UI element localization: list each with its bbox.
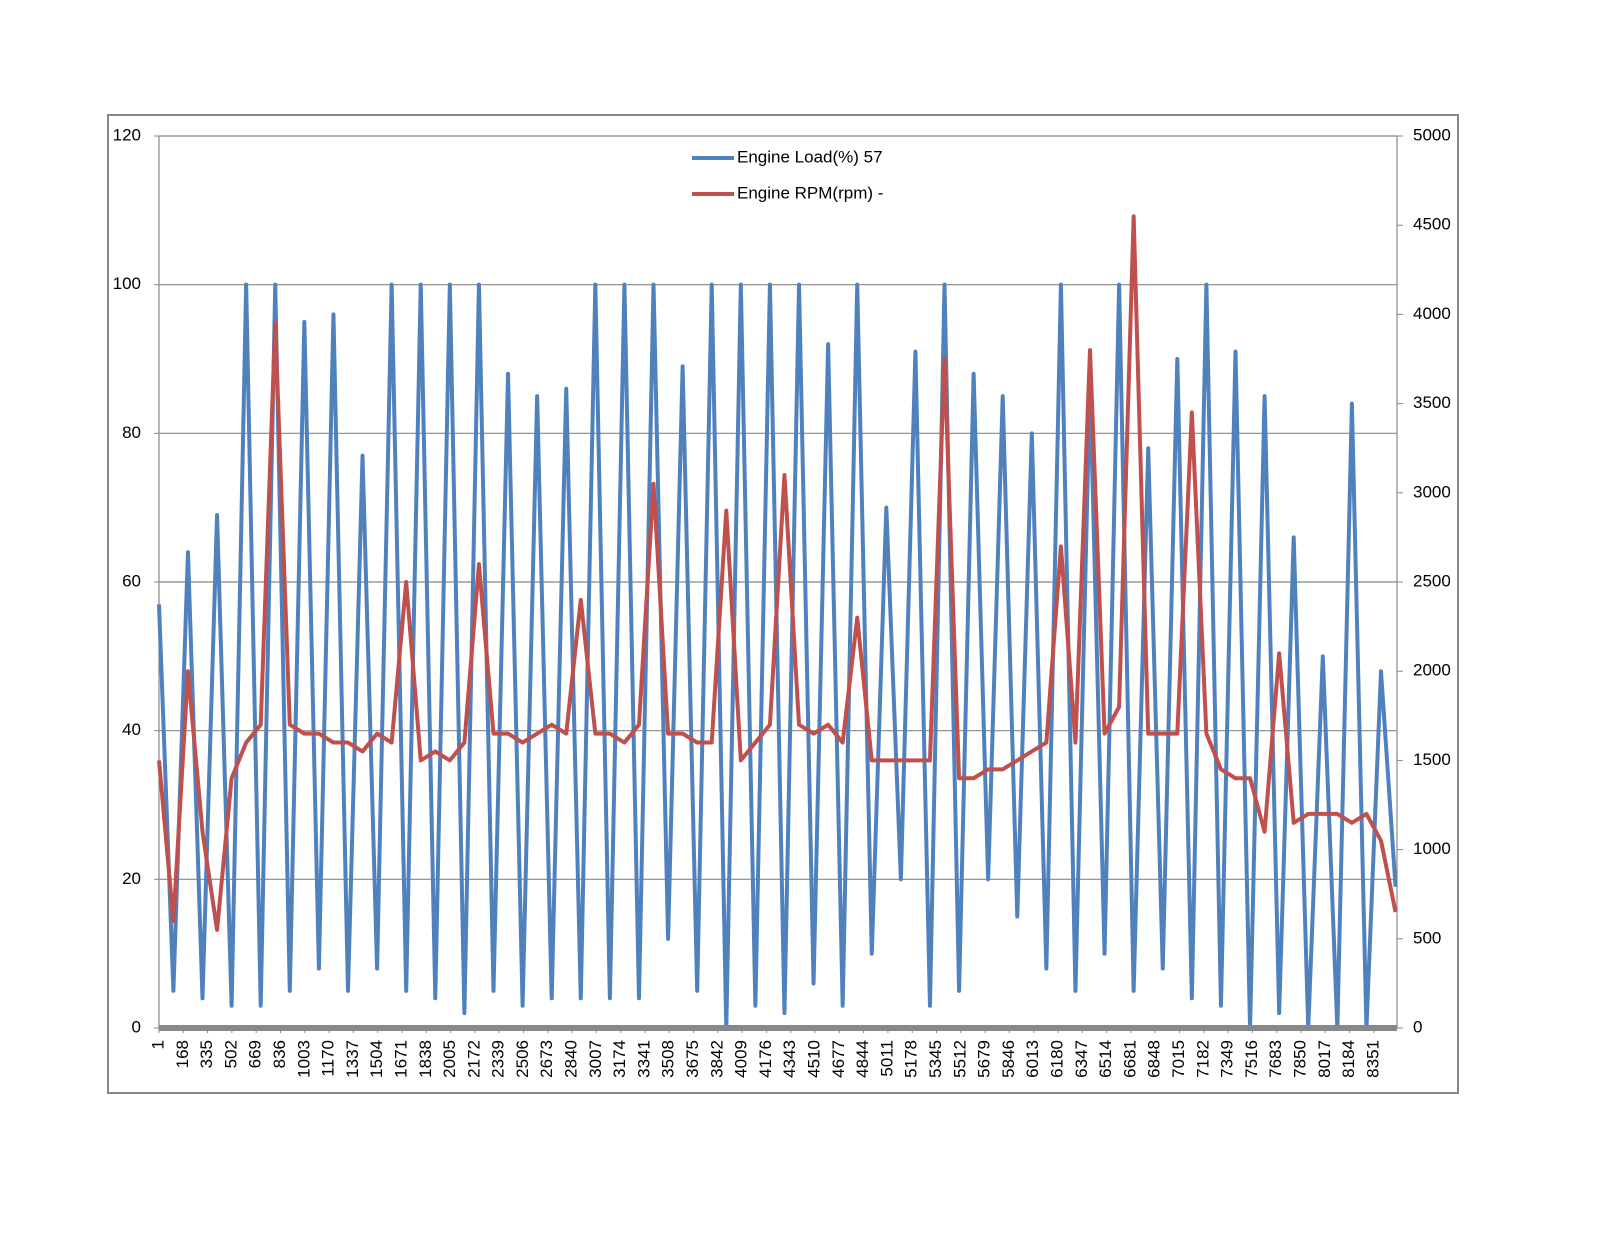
x-tick-label: 6013 (1023, 1040, 1042, 1078)
y2-tick-label: 1000 (1413, 839, 1451, 858)
x-tick-label: 5345 (926, 1040, 945, 1078)
x-tick-label: 669 (246, 1040, 265, 1068)
x-tick-label: 1504 (367, 1040, 386, 1078)
y-tick-label: 40 (122, 720, 141, 739)
x-tick-label: 2172 (464, 1040, 483, 1078)
x-tick-label: 6514 (1096, 1040, 1115, 1078)
x-tick-label: 2506 (513, 1040, 532, 1078)
x-tick-label: 6180 (1047, 1040, 1066, 1078)
x-tick-label: 6347 (1072, 1040, 1091, 1078)
x-tick-label: 8017 (1315, 1040, 1334, 1078)
x-tick-label: 6681 (1120, 1040, 1139, 1078)
x-tick-label: 2005 (440, 1040, 459, 1078)
x-tick-label: 5846 (999, 1040, 1018, 1078)
x-tick-label: 1170 (319, 1040, 338, 1077)
x-tick-label: 7683 (1266, 1040, 1285, 1078)
y2-tick-label: 5000 (1413, 125, 1451, 144)
x-tick-label: 7015 (1169, 1040, 1188, 1078)
x-tick-label: 5011 (877, 1040, 896, 1077)
x-tick-label: 836 (270, 1040, 289, 1068)
x-tick-label: 335 (197, 1040, 216, 1068)
x-tick-label: 8351 (1363, 1040, 1382, 1078)
x-tick-label: 4176 (756, 1040, 775, 1078)
x-tick-label: 2840 (562, 1040, 581, 1078)
x-tick-label: 3508 (659, 1040, 678, 1078)
y2-tick-label: 0 (1413, 1017, 1422, 1036)
x-tick-label: 4677 (829, 1040, 848, 1078)
x-tick-label: 502 (221, 1040, 240, 1068)
y2-tick-label: 4500 (1413, 215, 1451, 234)
line-series (157, 214, 1398, 932)
x-tick-label: 1838 (416, 1040, 435, 1078)
y-tick-label: 0 (132, 1017, 141, 1036)
x-tick-label: 7182 (1193, 1040, 1212, 1078)
y-tick-label: 100 (113, 274, 141, 293)
y2-tick-label: 1500 (1413, 750, 1451, 769)
x-tick-label: 1671 (391, 1040, 410, 1078)
x-tick-label: 168 (173, 1040, 192, 1068)
legend-label: Engine Load(%) 57 (737, 147, 883, 166)
y2-tick-label: 4000 (1413, 304, 1451, 323)
legend-label: Engine RPM(rpm) - (737, 183, 883, 202)
x-tick-label: 3675 (683, 1040, 702, 1078)
x-tick-label: 4343 (780, 1040, 799, 1078)
x-tick-label: 1 (148, 1040, 167, 1049)
x-tick-label: 4844 (853, 1040, 872, 1078)
x-tick-label: 3842 (707, 1040, 726, 1078)
y2-tick-label: 3000 (1413, 482, 1451, 501)
x-tick-label: 2673 (537, 1040, 556, 1078)
x-tick-label: 5512 (950, 1040, 969, 1078)
x-tick-label: 2339 (489, 1040, 508, 1078)
x-tick-label: 5178 (902, 1040, 921, 1078)
y-tick-label: 60 (122, 571, 141, 590)
x-tick-label: 7516 (1242, 1040, 1261, 1078)
x-tick-label: 8184 (1339, 1040, 1358, 1078)
x-tick-label: 7850 (1290, 1040, 1309, 1078)
y2-tick-label: 2000 (1413, 661, 1451, 680)
x-tick-label: 4009 (732, 1040, 751, 1078)
x-tick-label: 3174 (610, 1040, 629, 1078)
y-tick-label: 120 (113, 125, 141, 144)
x-tick-label: 4510 (805, 1040, 824, 1078)
x-tick-label: 1003 (294, 1040, 313, 1078)
y2-tick-label: 2500 (1413, 571, 1451, 590)
line-series (157, 282, 1398, 1030)
x-tick-label: 3007 (586, 1040, 605, 1078)
y-tick-label: 20 (122, 869, 141, 888)
x-tick-label: 6848 (1145, 1040, 1164, 1078)
x-tick-label: 5679 (975, 1040, 994, 1078)
y2-tick-label: 3500 (1413, 393, 1451, 412)
y2-tick-label: 500 (1413, 928, 1441, 947)
y-tick-label: 80 (122, 423, 141, 442)
x-tick-label: 1337 (343, 1040, 362, 1078)
x-tick-label: 3341 (634, 1040, 653, 1078)
x-tick-label: 7349 (1218, 1040, 1237, 1078)
